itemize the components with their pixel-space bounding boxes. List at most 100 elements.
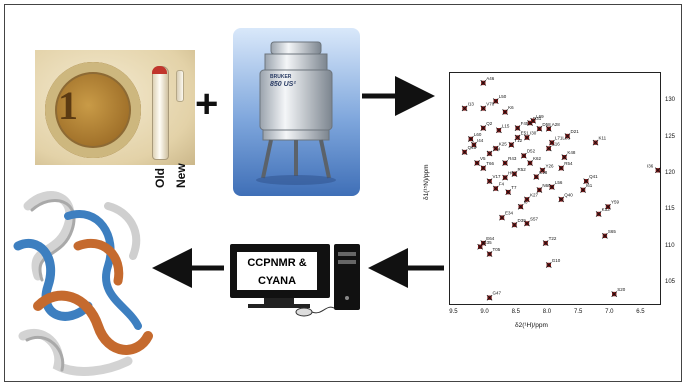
peak-label-39: I44 [477,138,484,143]
peak-label-42: K11 [599,136,607,141]
protein-structure-ensemble [13,191,153,376]
peak-45 [564,133,571,139]
peak-8 [511,222,518,228]
peak-label-3: T05 [493,247,501,252]
peak-32 [561,154,568,161]
y-tick-label-3: 120 [665,169,676,176]
peak-12 [605,203,611,210]
peak-label-55: I13 [468,101,475,106]
peak-50 [536,125,543,132]
x-axis-label: δ2(¹H)/ppm [515,322,548,329]
y-tick-label-0: 105 [665,279,676,286]
peak-17 [505,189,512,196]
peak-label-22: Q41 [589,174,598,179]
peak-43 [467,136,474,142]
peak-34 [486,150,493,157]
peak-label-0: S20 [617,287,626,292]
peak-7 [601,232,608,239]
hsqc-spectrum [449,72,661,305]
peak-label-48: L15 [502,123,510,128]
peak-48 [495,127,502,134]
y-tick-label-1: 110 [665,242,675,249]
peak-22 [583,178,590,185]
peak-5 [477,243,484,250]
peak-13 [517,203,524,210]
peak-label-56: V70 [486,101,495,106]
peak-label-37: K25 [499,141,508,146]
peak-label-2: G10 [552,258,561,263]
peak-label-21: V17 [493,174,502,179]
peak-label-14: K27 [530,192,539,197]
peak-label-12: Y59 [611,200,620,205]
peak-20 [580,187,586,193]
peak-label-9: S57 [530,216,539,221]
peak-label-13: I8 [524,200,528,205]
peak-label-46: I30 [530,131,537,136]
x-tick-label-0: 9.5 [449,309,458,315]
peak-41 [548,139,555,146]
coin-digit: 1 [58,83,78,128]
peak-6 [542,240,549,246]
peak-label-38: E16 [552,141,561,146]
peak-label-6: T22 [549,236,557,241]
peak-0 [611,291,618,297]
magnet-model: 850 US² [270,81,296,88]
peak-label-53: L69 [536,114,544,119]
peak-label-5: G35 [483,240,492,245]
peak-label-4: E64 [486,236,495,241]
software-label: CCPNMR & CYANA [236,251,318,291]
peak-42 [592,139,599,146]
peak-label-11: K33 [602,207,611,212]
peak-label-47: Q2 [486,121,493,126]
nmr-magnet-icon [256,41,336,185]
peak-label-57: L50 [499,94,507,99]
peak-label-15: Q40 [564,192,573,197]
peak-label-33: I36 [647,163,654,168]
peak-46 [524,134,530,141]
peak-label-1: G47 [493,291,502,296]
peak-label-35: D52 [527,149,536,154]
peak-49 [514,125,521,131]
peak-44 [514,134,521,141]
peak-51 [545,125,552,132]
peak-57 [492,98,499,105]
peak-18 [536,187,543,193]
peak-35 [520,152,527,159]
peak-label-29: V5 [480,156,486,161]
peak-23 [502,174,509,181]
peak-label-41: L71Leu [555,136,571,141]
peak-label-44: E51 [521,131,530,136]
peak-1 [486,294,493,301]
x-tick-label-1: 9.0 [480,309,489,315]
peak-25 [533,173,540,180]
peak-label-26: Y26 [546,163,555,168]
peak-58 [480,80,487,86]
peak-26 [539,167,546,174]
peak-label-16: F4 [499,182,505,187]
peak-label-28: R54 [564,161,573,166]
peak-label-32: K48 [567,150,576,155]
peak-10 [499,214,505,221]
peak-15 [558,196,565,203]
peak-label-17: T7 [511,185,517,190]
y-tick-label-2: 115 [665,206,675,213]
plus-sign: + [195,82,219,126]
peak-14 [524,196,530,203]
software-label-line1: CCPNMR & [247,257,307,269]
peak-label-49: F45 [521,121,529,126]
peak-38 [545,145,552,152]
peak-39 [471,141,477,148]
peak-label-51: A28 [552,122,561,127]
peak-55 [461,105,468,112]
peak-24 [511,171,518,177]
peak-53 [530,117,537,124]
peak-label-54: K6 [508,105,514,110]
peak-11 [595,211,602,217]
euro-coin [45,62,141,158]
peak-9 [524,220,530,227]
y-tick-label-4: 125 [665,133,676,140]
y-axis-label: δ1(¹⁵N)/ppm [423,164,430,200]
peak-label-45: D21 [570,129,579,134]
